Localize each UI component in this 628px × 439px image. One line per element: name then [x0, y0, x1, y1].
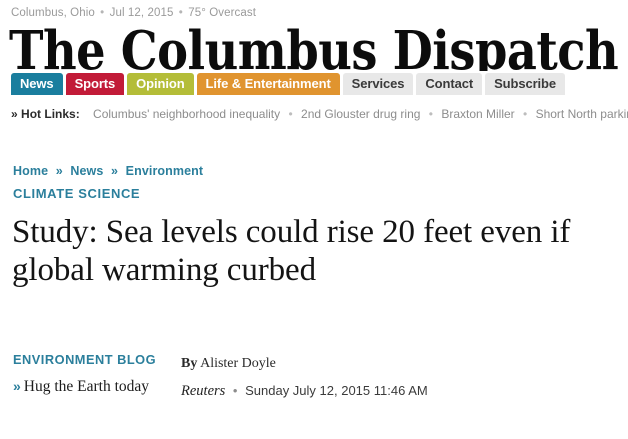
nav-tab-sports[interactable]: Sports	[65, 73, 125, 95]
primary-nav: News Sports Opinion Life & Entertainment…	[11, 73, 628, 101]
hot-link-separator-3: •	[523, 107, 528, 121]
article-headline: Study: Sea levels could rise 20 feet eve…	[12, 214, 571, 288]
hot-links-label: Hot Links:	[21, 107, 80, 121]
byline-source: Reuters	[181, 383, 226, 399]
hot-link-item[interactable]: 2nd Glouster drug ring	[301, 107, 421, 121]
byline-author-name[interactable]: Alister Doyle	[200, 356, 276, 371]
location-label: Columbus, Ohio	[11, 7, 95, 19]
hot-links-items: Columbus' neighborhood inequality • 2nd …	[93, 107, 628, 121]
nav-tab-life-entertainment[interactable]: Life & Entertainment	[196, 73, 340, 95]
sidebar-blog-link[interactable]: » Hug the Earth today	[13, 376, 163, 397]
breadcrumb-item-news[interactable]: News	[70, 164, 104, 178]
hot-link-item[interactable]: Columbus' neighborhood inequality	[93, 107, 281, 121]
nav-tab-subscribe[interactable]: Subscribe	[485, 73, 566, 95]
breadcrumb-item-home[interactable]: Home	[13, 164, 49, 178]
strip-separator-2: •	[178, 7, 183, 19]
hot-links-bar: » Hot Links: Columbus' neighborhood ineq…	[11, 105, 628, 125]
nav-tab-services[interactable]: Services	[342, 73, 414, 95]
masthead-title[interactable]: The Columbus Dispatch	[9, 21, 619, 71]
weather-label: 75° Overcast	[188, 7, 256, 19]
breadcrumb: Home » News » Environment	[13, 164, 628, 179]
hot-link-separator-1: •	[288, 107, 293, 121]
article-kicker[interactable]: CLIMATE SCIENCE	[13, 186, 141, 201]
sidebar: ENVIRONMENT BLOG » Hug the Earth today	[13, 352, 163, 397]
byline-timestamp: Sunday July 12, 2015 11:46 AM	[245, 383, 428, 398]
nav-tab-news[interactable]: News	[11, 73, 63, 95]
breadcrumb-separator-1: »	[55, 164, 63, 178]
sidebar-blog-heading: ENVIRONMENT BLOG	[13, 352, 157, 367]
hot-link-item[interactable]: Short North parkin	[535, 107, 628, 121]
location-weather-strip: Columbus, Ohio • Jul 12, 2015 • 75° Over…	[0, 0, 628, 21]
article-header: Home » News » Environment CLIMATE SCIENC…	[12, 164, 628, 289]
double-chevron-right-icon: »	[13, 378, 21, 394]
masthead[interactable]: The Columbus Dispatch	[0, 21, 628, 71]
strip-separator-1: •	[100, 7, 105, 19]
nav-tab-opinion[interactable]: Opinion	[127, 73, 194, 95]
byline-separator: •	[232, 383, 238, 398]
sidebar-blog-link-label[interactable]: Hug the Earth today	[23, 378, 150, 395]
breadcrumb-item-environment[interactable]: Environment	[125, 164, 204, 178]
article-byline-block: By Alister Doyle Reuters • Sunday July 1…	[181, 355, 611, 400]
byline-prefix: By	[181, 356, 198, 371]
date-label: Jul 12, 2015	[109, 7, 174, 19]
byline-author-line: By Alister Doyle	[181, 355, 611, 373]
byline-meta-line: Reuters • Sunday July 12, 2015 11:46 AM	[181, 382, 611, 400]
hot-link-separator-2: •	[428, 107, 433, 121]
nav-tab-contact[interactable]: Contact	[416, 73, 483, 95]
hot-link-item[interactable]: Braxton Miller	[441, 107, 515, 121]
breadcrumb-separator-2: »	[111, 164, 119, 178]
double-chevron-right-icon: »	[11, 107, 18, 121]
